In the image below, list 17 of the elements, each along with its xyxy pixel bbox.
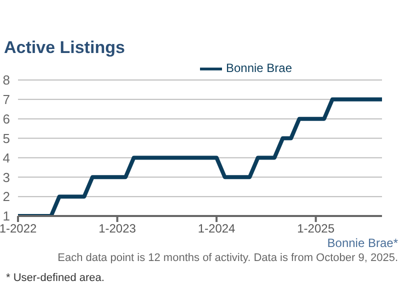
y-tick-label: 2 (2, 189, 10, 204)
text: Each data point is 12 months of activity. Data is from October 9, 2025. (58, 252, 398, 264)
x-tick-label: 1-2025 (297, 222, 335, 236)
y-tick-label: 6 (2, 111, 10, 126)
y-tick-label: 8 (2, 72, 10, 88)
y-tick-label: 3 (2, 170, 10, 185)
text: * User-defined area. (6, 272, 104, 284)
x-tick-label: 1-2024 (198, 222, 236, 236)
text: Bonnie Brae* (327, 236, 398, 250)
legend-label: Bonnie Brae (226, 61, 292, 76)
y-tick-label: 5 (2, 130, 10, 146)
chart-title: Active Listings (4, 38, 125, 58)
x-tick-label: 1-2023 (98, 222, 136, 236)
y-tick-label: 7 (2, 92, 10, 108)
y-tick-label: 1 (2, 208, 10, 224)
y-tick-label: 4 (2, 150, 10, 166)
x-tick-label: 1-2022 (0, 222, 38, 236)
